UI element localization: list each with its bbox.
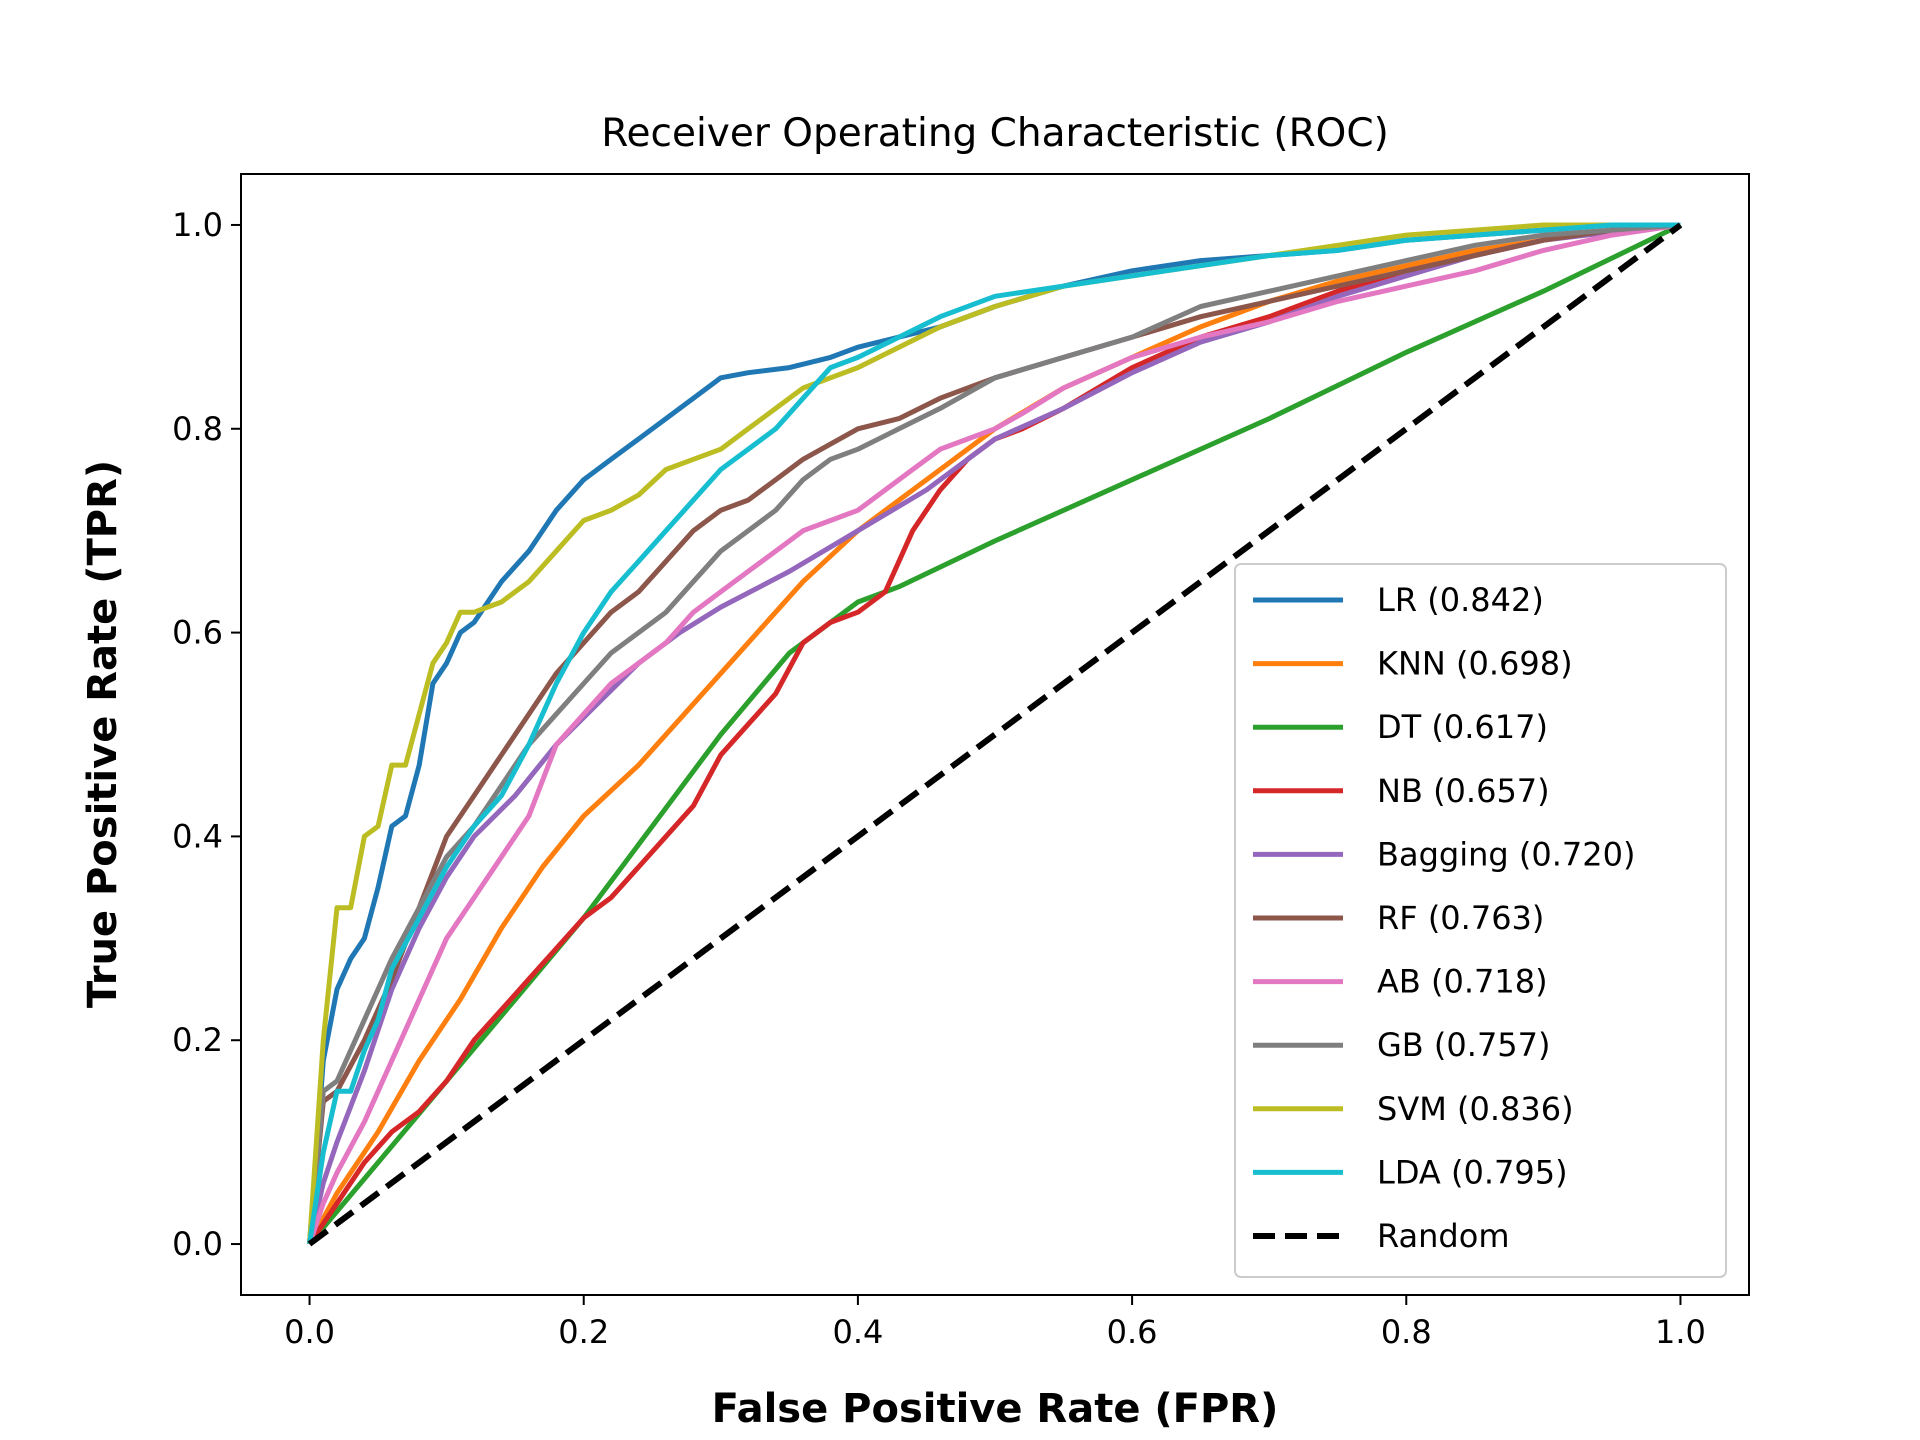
legend-label-random: Random <box>1377 1217 1509 1255</box>
plot-area <box>240 173 1750 1296</box>
series-line-lda <box>307 222 1681 1245</box>
series-line-nb <box>307 222 1681 1246</box>
legend-label-dt: DT (0.617) <box>1377 708 1548 746</box>
legend-label-knn: KNN (0.698) <box>1377 645 1573 683</box>
y-tick-label: 0.8 <box>172 410 223 448</box>
y-tick-label: 0.2 <box>172 1021 223 1059</box>
y-tick-label: 0.6 <box>172 614 223 652</box>
x-axis: 0.0 0.2 0.4 0.6 0.8 1.0 <box>284 1295 1706 1351</box>
legend-label-lr: LR (0.842) <box>1377 581 1544 619</box>
y-tick-label: 0.0 <box>172 1225 223 1263</box>
chart-title: Receiver Operating Characteristic (ROC) <box>601 111 1389 156</box>
series-line-bagging <box>307 222 1681 1245</box>
series-layer <box>307 222 1683 1247</box>
x-axis-label: False Positive Rate (FPR) <box>712 1386 1279 1432</box>
legend-label-svm: SVM (0.836) <box>1377 1090 1574 1128</box>
y-axis: 0.0 0.2 0.4 0.6 0.8 1.0 <box>172 206 241 1263</box>
legend-label-lda: LDA (0.795) <box>1377 1153 1568 1191</box>
y-axis-label: True Positive Rate (TPR) <box>80 460 126 1008</box>
legend-label-rf: RF (0.763) <box>1377 899 1544 937</box>
plot-frame <box>240 173 1750 1296</box>
x-tick-label: 0.0 <box>284 1313 335 1351</box>
legend-box <box>1234 563 1727 1278</box>
legend-items: LR (0.842) KNN (0.698) DT (0.617) NB (0.657… <box>1253 581 1635 1255</box>
series-line-random <box>307 222 1683 1247</box>
legend-label-bagging: Bagging (0.720) <box>1377 835 1635 873</box>
y-tick-label: 1.0 <box>172 206 223 244</box>
legend-label-ab: AB (0.718) <box>1377 963 1548 1001</box>
legend: LR (0.842) KNN (0.698) DT (0.617) NB (0.657… <box>1234 563 1727 1278</box>
legend-label-nb: NB (0.657) <box>1377 772 1550 810</box>
series-line-ab <box>307 222 1681 1245</box>
y-tick-label: 0.4 <box>172 817 223 855</box>
x-tick-label: 0.2 <box>558 1313 609 1351</box>
x-tick-label: 0.6 <box>1107 1313 1158 1351</box>
x-tick-label: 0.8 <box>1381 1313 1432 1351</box>
series-line-rf <box>307 222 1681 1245</box>
series-line-gb <box>307 222 1681 1245</box>
x-tick-label: 1.0 <box>1655 1313 1706 1351</box>
legend-label-gb: GB (0.757) <box>1377 1026 1551 1064</box>
x-tick-label: 0.4 <box>832 1313 883 1351</box>
